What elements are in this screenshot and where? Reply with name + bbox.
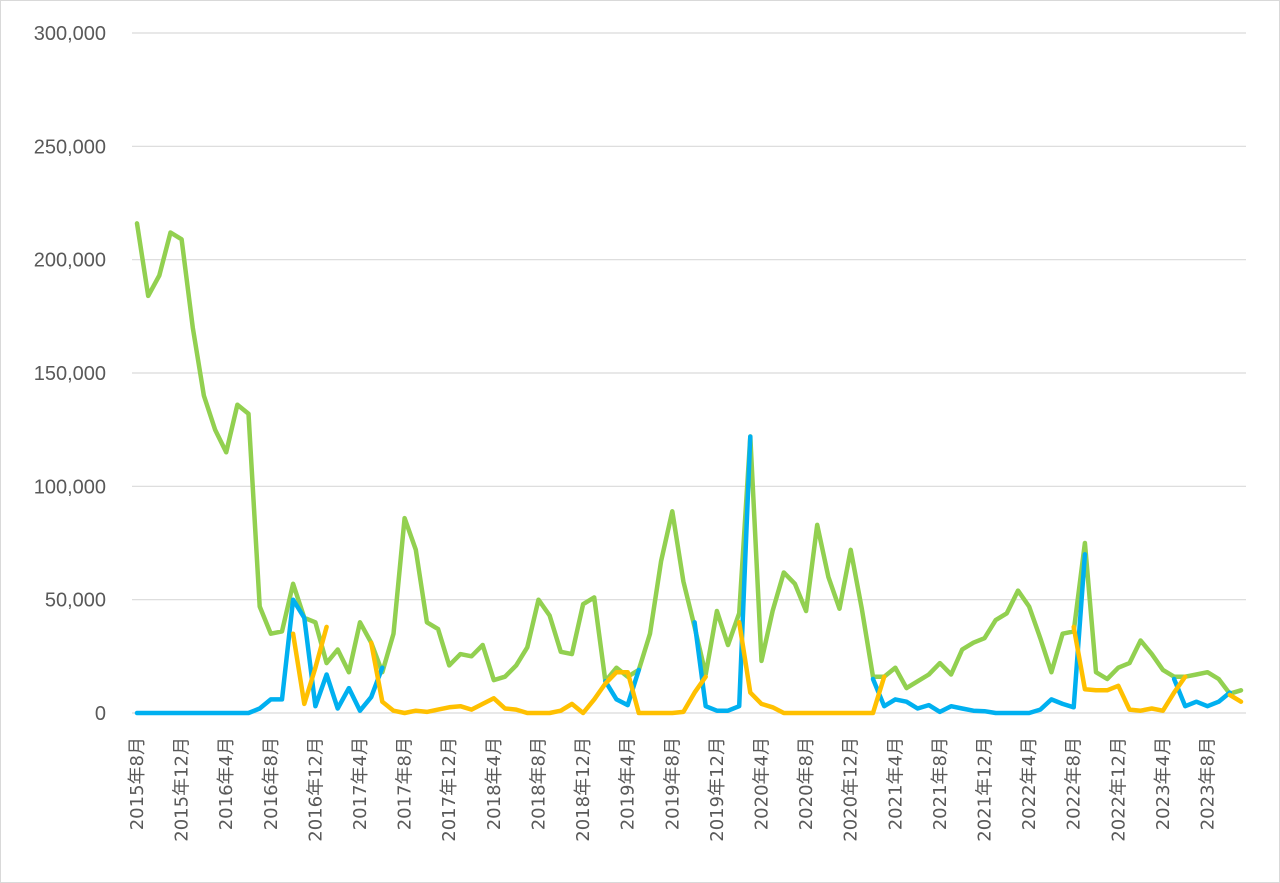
x-tick-label: 2023年8月 — [1198, 737, 1219, 830]
y-tick-label: 300,000 — [34, 23, 106, 45]
y-tick-label: 50,000 — [45, 590, 106, 612]
y-axis-tick-labels: 0 50,000 100,000 150,000 200,000 250,000 300,0… — [34, 23, 106, 725]
x-tick-label: 2018年8月 — [528, 737, 549, 830]
y-tick-label: 100,000 — [34, 476, 106, 498]
series-line-1 — [134, 221, 1244, 696]
x-tick-label: 2016年4月 — [216, 737, 237, 830]
x-tick-label: 2022年12月 — [1108, 737, 1129, 842]
y-tick-label: 250,000 — [34, 136, 106, 158]
y-tick-label: 150,000 — [34, 363, 106, 385]
x-axis-tick-labels: 2015年8月 2015年12月 2016年4月 2016年8月 2016年12月 201… — [127, 737, 1219, 842]
x-tick-label: 2022年8月 — [1064, 737, 1085, 830]
x-tick-label: 2016年8月 — [261, 737, 282, 830]
y-tick-label: 0 — [95, 703, 106, 725]
x-tick-label: 2019年12月 — [707, 737, 728, 842]
x-tick-label: 2018年4月 — [484, 737, 505, 830]
x-tick-label: 2021年12月 — [975, 737, 996, 842]
x-tick-label: 2021年4月 — [885, 737, 906, 830]
x-tick-label: 2015年8月 — [127, 737, 148, 830]
x-tick-label: 2017年4月 — [350, 737, 371, 830]
y-tick-label: 200,000 — [34, 250, 106, 272]
series-lines — [134, 221, 1244, 716]
x-tick-label: 2019年8月 — [662, 737, 683, 830]
x-tick-label: 2020年4月 — [751, 737, 772, 830]
x-tick-label: 2021年8月 — [930, 737, 951, 830]
x-tick-label: 2017年8月 — [395, 737, 416, 830]
x-tick-label: 2015年12月 — [172, 737, 193, 842]
x-tick-label: 2023年4月 — [1153, 737, 1174, 830]
x-tick-label: 2017年12月 — [439, 737, 460, 842]
x-tick-label: 2022年4月 — [1019, 737, 1040, 830]
series-line-3 — [290, 620, 1244, 716]
x-tick-label: 2020年12月 — [841, 737, 862, 842]
x-tick-label: 2019年4月 — [618, 737, 639, 830]
x-tick-label: 2016年12月 — [305, 737, 326, 842]
x-tick-label: 2018年12月 — [573, 737, 594, 842]
gridlines — [132, 32, 1246, 714]
x-tick-label: 2020年8月 — [796, 737, 817, 830]
series-line-2 — [134, 434, 1233, 716]
